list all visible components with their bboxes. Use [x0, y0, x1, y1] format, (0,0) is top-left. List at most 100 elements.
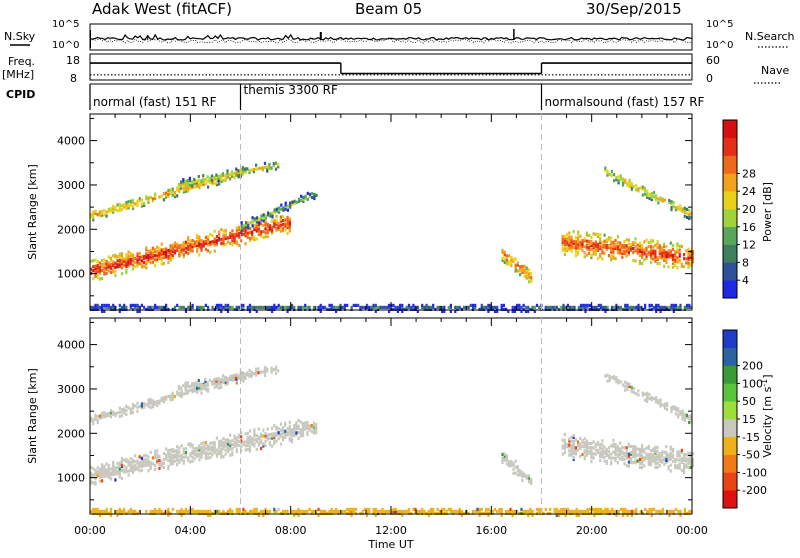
power-cell [388, 309, 391, 313]
velocity-cell [96, 470, 99, 474]
power-cell [516, 307, 519, 311]
power-cell [454, 309, 457, 313]
power-cell [165, 251, 168, 255]
velocity-cell [96, 507, 99, 511]
power-cell [674, 252, 677, 256]
power-cell [680, 262, 683, 266]
velocity-cell [229, 441, 232, 445]
power-cell [231, 239, 234, 243]
velocity-cell [226, 438, 230, 442]
power-cell [660, 256, 664, 260]
power-cell [138, 251, 141, 256]
velocity-cell [173, 395, 177, 399]
power-cell [147, 307, 150, 311]
velocity-cell [649, 449, 653, 453]
power-cell [683, 253, 686, 257]
power-cell [147, 198, 150, 202]
velocity-cell [595, 511, 598, 515]
velocity-cell [581, 439, 584, 443]
velocity-cell [158, 462, 161, 466]
power-cell [612, 240, 615, 244]
velocity-cell [621, 445, 624, 449]
velocity-cell [555, 511, 558, 515]
power-cell [641, 307, 644, 311]
power-cell [502, 307, 505, 311]
velocity-cell [248, 368, 251, 373]
velocity-cell [516, 509, 519, 513]
velocity-cell [641, 466, 644, 470]
power-cell [101, 276, 104, 281]
power-cell [189, 241, 192, 245]
power-cell [165, 195, 168, 199]
power-cell [105, 263, 108, 268]
velocity-cell [410, 511, 413, 515]
power-cell [162, 307, 165, 311]
power-cell [176, 246, 179, 250]
power-cell [630, 244, 633, 248]
velocity-cell [101, 411, 104, 415]
velocity-cell [421, 507, 424, 511]
power-cell [425, 307, 428, 311]
velocity-cell [627, 454, 630, 458]
velocity-cell [123, 458, 126, 462]
velocity-cell [299, 420, 302, 424]
velocity-cell [107, 463, 110, 467]
power-cell [109, 262, 113, 266]
velocity-cell [116, 469, 119, 474]
power-cell [667, 253, 670, 257]
power-cell [594, 246, 597, 250]
velocity-cell [599, 459, 602, 463]
power-cell [105, 261, 108, 266]
power-cell [191, 245, 194, 249]
velocity-cell [213, 377, 216, 382]
power-cell [580, 307, 583, 311]
velocity-cell [401, 509, 404, 513]
power-cell [244, 225, 248, 229]
velocity-cell [656, 449, 659, 454]
velocity-cell [306, 509, 309, 513]
power-cell [140, 303, 143, 307]
velocity-cell [156, 457, 159, 461]
velocity-cell [321, 509, 324, 513]
power-cell [663, 244, 666, 248]
power-cell [623, 249, 626, 254]
velocity-cell [101, 475, 104, 479]
power-cell [109, 307, 113, 311]
velocity-cell [90, 416, 93, 421]
velocity-cell [116, 411, 119, 415]
power-cell [668, 305, 671, 309]
power-cell [614, 242, 617, 247]
velocity-colorbar-tick-label: 50 [742, 395, 756, 408]
power-cell [112, 254, 115, 258]
power-cell [233, 238, 236, 242]
velocity-cell [154, 511, 157, 515]
power-cell [178, 254, 181, 258]
velocity-cell [319, 511, 322, 515]
power-cell [103, 268, 106, 272]
power-cell [94, 258, 97, 262]
power-cell [513, 305, 516, 309]
power-cell [527, 272, 531, 276]
velocity-cell [568, 445, 571, 449]
power-cell [167, 250, 170, 255]
velocity-cell [678, 464, 681, 468]
power-cell [103, 305, 106, 309]
velocity-cell [630, 444, 633, 448]
power-cell [568, 243, 571, 247]
power-cell [566, 239, 569, 243]
power-cell [247, 224, 250, 228]
velocity-cell [284, 429, 287, 433]
velocity-cell [131, 470, 135, 474]
velocity-cell [101, 469, 104, 473]
power-cell [561, 236, 564, 240]
velocity-cell [310, 511, 313, 515]
velocity-cell [350, 509, 353, 513]
power-cell [184, 250, 188, 254]
power-cell [251, 216, 254, 220]
velocity-cell [613, 375, 616, 379]
velocity-cell [616, 447, 619, 451]
power-cell [610, 250, 613, 254]
velocity-cell [255, 447, 258, 451]
velocity-cell [266, 437, 269, 441]
velocity-cell [649, 457, 653, 461]
